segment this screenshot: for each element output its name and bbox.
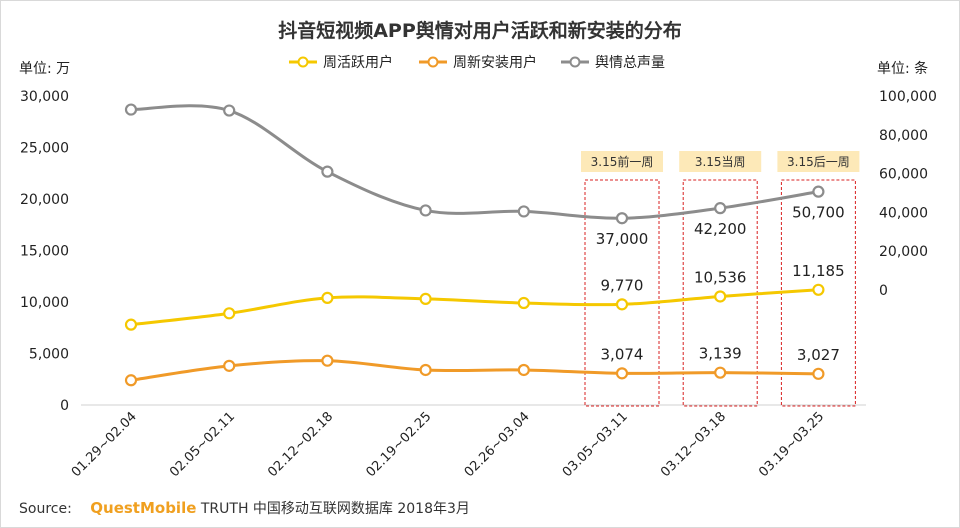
data-label: 3,027 bbox=[797, 346, 840, 364]
right-axis-ticks: 0 20,000 40,000 60,000 80,000 100,000 bbox=[879, 89, 937, 299]
data-label: 3,074 bbox=[601, 345, 644, 363]
right-tick-label: 80,000 bbox=[879, 128, 928, 144]
data-label: 37,000 bbox=[596, 230, 649, 248]
data-point bbox=[419, 292, 432, 306]
data-point bbox=[124, 103, 138, 116]
period-label-bg bbox=[777, 151, 860, 172]
right-tick-label: 0 bbox=[879, 283, 888, 299]
data-point bbox=[812, 367, 825, 380]
source-brand: QuestMobile bbox=[90, 499, 196, 517]
x-tick-label: 02.05~02.11 bbox=[167, 409, 238, 480]
data-point bbox=[714, 290, 727, 303]
legend: 周活跃用户 周新安装用户 舆情总声量 bbox=[289, 54, 665, 71]
x-tick-label: 02.26~03.04 bbox=[462, 409, 533, 480]
data-point bbox=[615, 212, 629, 225]
series-line bbox=[130, 359, 819, 382]
right-tick-label: 100,000 bbox=[879, 89, 937, 105]
period-label: 3.15后一周 bbox=[787, 155, 850, 169]
right-axis-unit: 单位: 条 bbox=[877, 60, 928, 77]
legend-label: 周新安装用户 bbox=[453, 54, 537, 71]
left-tick-label: 30,000 bbox=[20, 89, 69, 105]
left-axis-ticks: 0 5,000 10,000 15,000 20,000 25,000 30,000 bbox=[20, 89, 69, 414]
x-tick-label: 03.19~03.25 bbox=[756, 409, 827, 480]
left-tick-label: 25,000 bbox=[20, 141, 69, 157]
data-point bbox=[124, 374, 138, 387]
data-label: 11,185 bbox=[792, 262, 845, 280]
data-point bbox=[517, 296, 530, 310]
data-point bbox=[223, 359, 236, 372]
period-box bbox=[584, 179, 660, 407]
period-label-bg bbox=[581, 151, 663, 172]
right-tick-label: 40,000 bbox=[879, 205, 928, 221]
data-point bbox=[517, 363, 530, 377]
left-tick-label: 15,000 bbox=[20, 244, 69, 260]
left-tick-label: 0 bbox=[60, 398, 69, 414]
data-point bbox=[714, 366, 727, 379]
data-label: 42,200 bbox=[694, 220, 747, 238]
legend-marker bbox=[569, 56, 581, 68]
data-label: 9,770 bbox=[601, 276, 644, 294]
left-tick-label: 10,000 bbox=[20, 295, 69, 311]
data-point bbox=[321, 291, 334, 304]
data-label: 50,700 bbox=[792, 204, 845, 222]
data-label: 10,536 bbox=[694, 268, 747, 286]
x-tick-label: 01.29~02.04 bbox=[69, 409, 140, 480]
right-tick-label: 20,000 bbox=[879, 244, 928, 260]
data-point bbox=[615, 298, 629, 311]
period-label: 3.15当周 bbox=[695, 155, 746, 169]
legend-marker bbox=[297, 56, 309, 68]
data-point bbox=[714, 202, 727, 215]
data-point bbox=[812, 283, 825, 296]
series-lines bbox=[124, 103, 825, 387]
legend-label: 周活跃用户 bbox=[323, 54, 393, 71]
left-tick-label: 20,000 bbox=[20, 192, 69, 208]
data-point bbox=[419, 363, 432, 377]
data-point bbox=[321, 165, 334, 178]
x-axis-ticks: 01.29~02.04 02.05~02.11 02.12~02.18 02.19~0… bbox=[69, 409, 827, 480]
left-tick-label: 5,000 bbox=[29, 347, 69, 363]
data-point bbox=[615, 367, 629, 380]
period-label-bg bbox=[679, 151, 762, 172]
x-tick-label: 03.05~03.11 bbox=[560, 409, 631, 480]
data-point bbox=[321, 354, 334, 367]
legend-label: 舆情总声量 bbox=[595, 55, 665, 71]
data-point bbox=[812, 185, 825, 198]
legend-marker bbox=[427, 56, 439, 68]
left-axis-unit: 单位: 万 bbox=[19, 61, 70, 77]
series-line bbox=[130, 288, 819, 327]
data-point bbox=[223, 104, 236, 117]
right-tick-label: 60,000 bbox=[879, 167, 928, 183]
data-labels: 9,770 10,536 11,185 3,074 3,139 3,027 37,000 42… bbox=[596, 204, 845, 364]
data-point bbox=[517, 205, 530, 218]
data-point bbox=[419, 204, 432, 217]
data-point bbox=[124, 318, 138, 331]
source-prefix: Source: bbox=[19, 501, 72, 517]
data-label: 3,139 bbox=[699, 345, 742, 363]
x-tick-label: 03.12~03.18 bbox=[658, 409, 729, 480]
data-point bbox=[223, 307, 236, 320]
source-text: Source: QuestMobile TRUTH 中国移动互联网数据库 201… bbox=[19, 499, 470, 517]
x-tick-label: 02.12~02.18 bbox=[265, 409, 336, 480]
chart-title: 抖音短视频APP舆情对用户活跃和新安装的分布 bbox=[278, 19, 682, 42]
source-body: TRUTH 中国移动互联网数据库 2018年3月 bbox=[200, 501, 470, 517]
period-label: 3.15前一周 bbox=[591, 154, 654, 169]
x-tick-label: 02.19~02.25 bbox=[363, 409, 434, 480]
